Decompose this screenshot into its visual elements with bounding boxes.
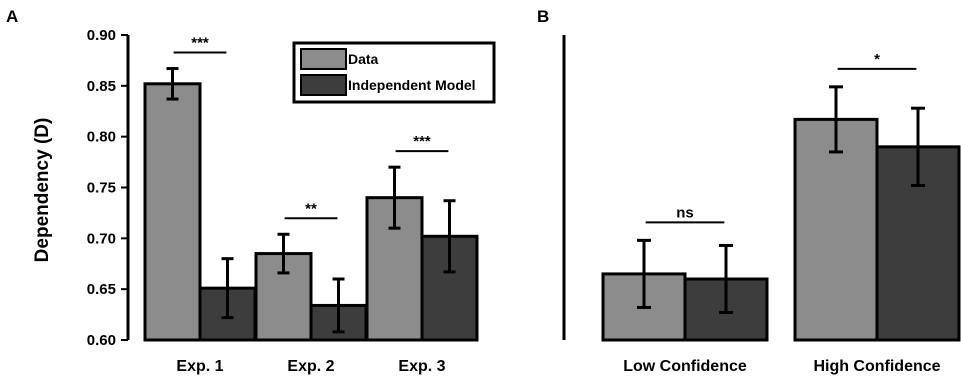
panel-b-category-label: High Confidence <box>813 358 940 375</box>
panel-b-significance-label: * <box>874 51 880 68</box>
panel-a-label: A <box>6 7 18 26</box>
panel-b-bar-model <box>875 145 961 342</box>
legend-label: Independent Model <box>348 77 476 93</box>
panel-b-significance-label: ns <box>676 204 694 221</box>
panel-b-label: B <box>537 7 549 26</box>
panel-a-y-tick-label: 0.70 <box>87 230 116 247</box>
legend-label: Data <box>348 51 379 67</box>
panel-b-category-label: Low Confidence <box>623 358 747 375</box>
y-axis-label: Dependency (D) <box>32 118 53 263</box>
panel-a-category-label: Exp. 1 <box>176 358 223 375</box>
panel-a-y-tick-label: 0.85 <box>87 78 116 95</box>
panel-a-y-tick-label: 0.80 <box>87 129 116 146</box>
panel-a-y-tick-label: 0.65 <box>87 281 116 298</box>
panel-a-bar-data <box>143 82 202 342</box>
panel-a-y-tick-label: 0.75 <box>87 180 116 197</box>
panel-a-significance-label: *** <box>191 35 209 52</box>
panel-a-y-tick-label: 0.90 <box>87 27 116 44</box>
panel-a-y-tick-label: 0.60 <box>87 332 116 349</box>
panel-a-category-label: Exp. 3 <box>398 358 445 375</box>
panel-a-significance-label: *** <box>413 133 431 150</box>
legend-swatch-model <box>300 74 347 96</box>
legend-swatch-data <box>300 48 347 70</box>
panel-a-significance-label: ** <box>305 200 317 217</box>
panel-a-category-label: Exp. 2 <box>287 358 334 375</box>
